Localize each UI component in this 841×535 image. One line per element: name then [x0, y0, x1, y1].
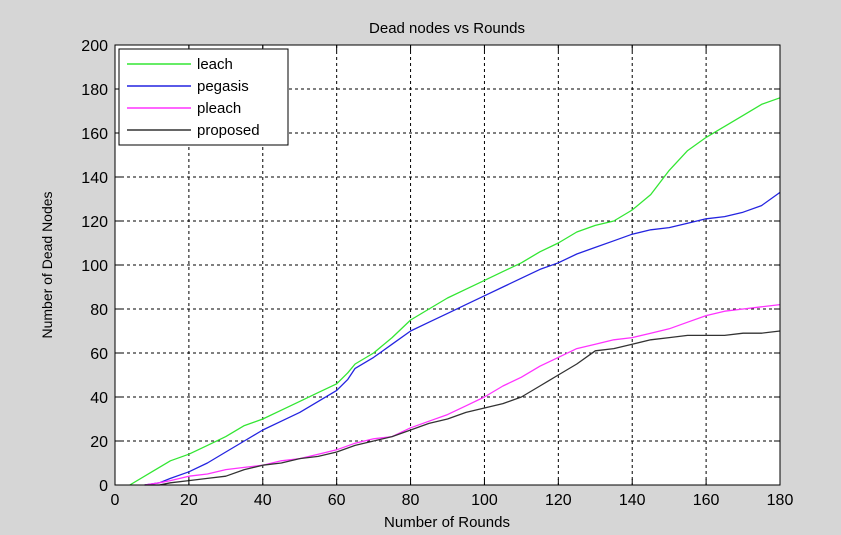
y-tick-label: 120	[81, 214, 108, 231]
y-tick-label: 0	[99, 478, 108, 495]
y-tick-label: 80	[90, 302, 108, 319]
y-tick-label: 180	[81, 82, 108, 99]
axis-ticks: 0 20 40 60 80 100 120 140 160 180 0 20 40 60 80 100 120 1…	[81, 38, 793, 509]
x-tick-label: 80	[402, 492, 420, 509]
x-tick-label: 40	[254, 492, 272, 509]
x-tick-label: 120	[545, 492, 572, 509]
legend-label-leach: leach	[197, 56, 233, 73]
y-tick-label: 140	[81, 170, 108, 187]
legend-label-pleach: pleach	[197, 100, 241, 117]
x-tick-label: 160	[693, 492, 720, 509]
series-line-pegasis	[144, 191, 781, 486]
legend-box	[118, 48, 289, 146]
chart-title: Dead nodes vs Rounds	[369, 20, 525, 37]
series-line-pleach	[144, 303, 781, 486]
y-tick-label: 160	[81, 126, 108, 143]
y-tick-label: 200	[81, 38, 108, 55]
x-tick-label: 0	[111, 492, 120, 509]
y-tick-label: 100	[81, 258, 108, 275]
series-line-proposed	[144, 330, 781, 486]
x-tick-label: 100	[471, 492, 498, 509]
y-tick-label: 40	[90, 390, 108, 407]
legend-label-proposed: proposed	[197, 122, 260, 139]
x-axis-label: Number of Rounds	[384, 514, 510, 531]
y-axis-label: Number of Dead Nodes	[39, 191, 55, 338]
x-tick-label: 60	[328, 492, 346, 509]
y-tick-label: 60	[90, 346, 108, 363]
y-tick-label: 20	[90, 434, 108, 451]
series-layer	[129, 97, 781, 486]
legend-label-pegasis: pegasis	[197, 78, 249, 95]
x-tick-label: 180	[767, 492, 794, 509]
x-tick-label: 140	[619, 492, 646, 509]
x-tick-label: 20	[180, 492, 198, 509]
series-line-leach	[129, 97, 781, 486]
legend: leach pegasis pleach proposed	[118, 48, 289, 146]
